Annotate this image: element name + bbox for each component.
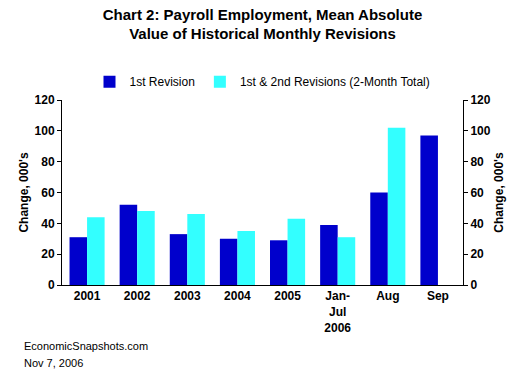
svg-text:1st & 2nd Revisions (2-Month T: 1st & 2nd Revisions (2-Month Total) xyxy=(240,75,430,89)
svg-text:2001: 2001 xyxy=(74,289,101,303)
svg-text:EconomicSnapshots.com: EconomicSnapshots.com xyxy=(24,340,148,352)
svg-text:100: 100 xyxy=(470,124,490,138)
svg-text:2002: 2002 xyxy=(124,289,151,303)
svg-text:0: 0 xyxy=(48,278,55,292)
svg-text:1st Revision: 1st Revision xyxy=(130,75,195,89)
svg-text:Change, 000's: Change, 000's xyxy=(492,152,506,233)
svg-text:Sep: Sep xyxy=(427,289,449,303)
svg-text:Change, 000's: Change, 000's xyxy=(17,152,31,233)
svg-text:40: 40 xyxy=(470,217,484,231)
svg-text:80: 80 xyxy=(41,155,55,169)
svg-text:Nov 7, 2006: Nov 7, 2006 xyxy=(24,357,83,369)
svg-text:2004: 2004 xyxy=(224,289,251,303)
svg-text:Jan-Jul2006: Jan-Jul2006 xyxy=(324,289,351,334)
svg-text:2003: 2003 xyxy=(174,289,201,303)
svg-text:Aug: Aug xyxy=(376,289,399,303)
svg-text:80: 80 xyxy=(470,155,484,169)
svg-text:120: 120 xyxy=(35,93,55,107)
svg-text:Chart 2: Payroll Employment, M: Chart 2: Payroll Employment, Mean Absolu… xyxy=(103,6,423,43)
svg-text:60: 60 xyxy=(41,186,55,200)
svg-text:20: 20 xyxy=(41,247,55,261)
svg-text:60: 60 xyxy=(470,186,484,200)
svg-text:2005: 2005 xyxy=(274,289,301,303)
svg-text:0: 0 xyxy=(470,278,477,292)
svg-text:40: 40 xyxy=(41,217,55,231)
svg-text:120: 120 xyxy=(470,93,490,107)
svg-text:20: 20 xyxy=(470,247,484,261)
svg-text:100: 100 xyxy=(35,124,55,138)
